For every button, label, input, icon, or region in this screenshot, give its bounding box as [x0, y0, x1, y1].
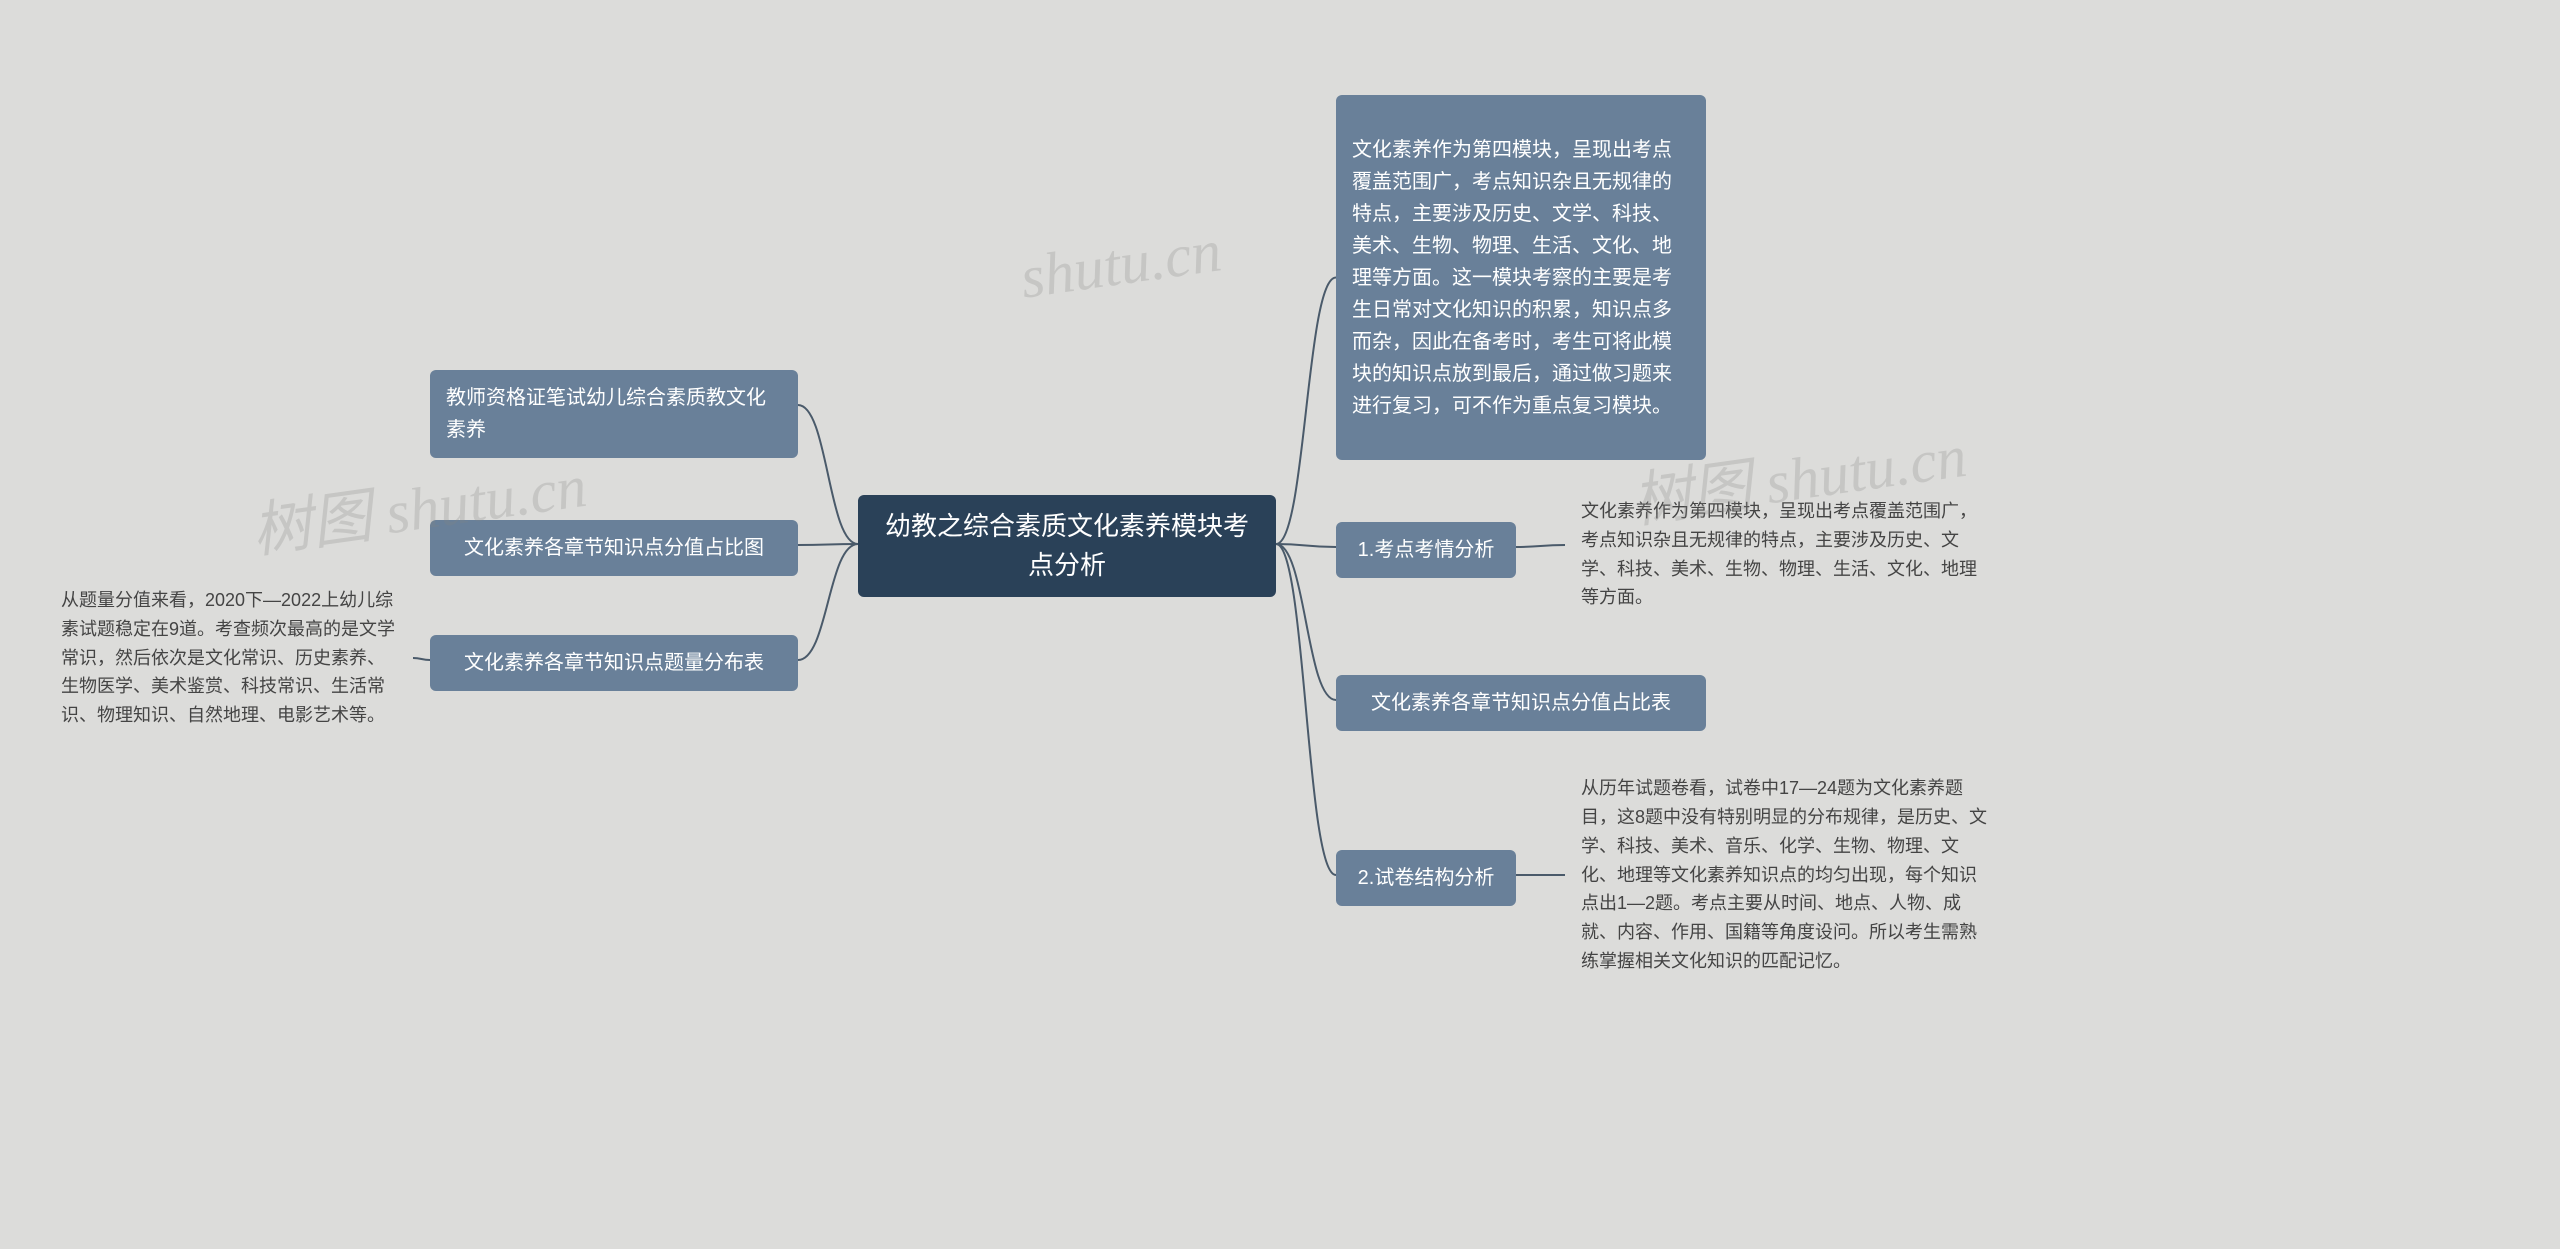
node-l3: 文化素养各章节知识点题量分布表: [430, 635, 798, 691]
node-r2: 1.考点考情分析: [1336, 522, 1516, 578]
node-l1: 教师资格证笔试幼儿综合素质教文化素养: [430, 370, 798, 458]
node-r1: 文化素养作为第四模块，呈现出考点覆盖范围广，考点知识杂且无规律的特点，主要涉及历…: [1336, 95, 1706, 460]
watermark-2: shutu.cn: [1016, 216, 1225, 312]
node-r4a: 从历年试题卷看，试卷中17—24题为文化素养题目，这8题中没有特别明显的分布规律…: [1565, 755, 2005, 995]
node-r3: 文化素养各章节知识点分值占比表: [1336, 675, 1706, 731]
node-r2a: 文化素养作为第四模块，呈现出考点覆盖范围广，考点知识杂且无规律的特点，主要涉及历…: [1565, 485, 2000, 624]
node-r4: 2.试卷结构分析: [1336, 850, 1516, 906]
node-l2: 文化素养各章节知识点分值占比图: [430, 520, 798, 576]
node-l3a: 从题量分值来看，2020下—2022上幼儿综素试题稳定在9道。考查频次最高的是文…: [45, 568, 413, 748]
node-root: 幼教之综合素质文化素养模块考点分析: [858, 495, 1276, 597]
